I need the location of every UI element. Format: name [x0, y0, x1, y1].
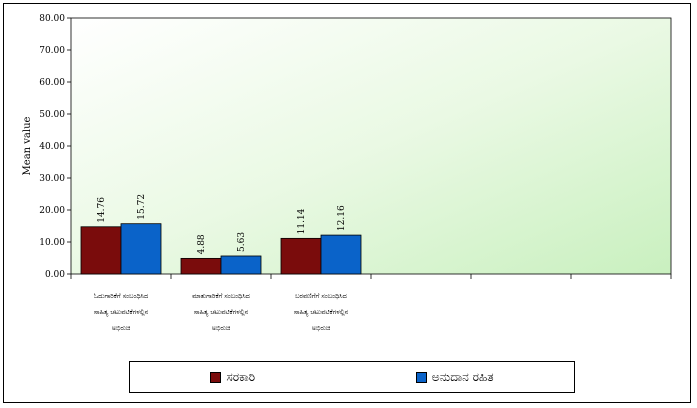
legend-label-unaided: ಅನುದಾನ ರಹಿತ — [431, 369, 494, 384]
category-label-2-line-0: ಬರವಣಿಗೆಗೆ ಸಂಬಂಧಿಸಿದ — [295, 292, 347, 300]
chart-svg: 0.00 10.00 20.00 30.00 40.00 50.00 60.00 70.00 8… — [22, 14, 672, 332]
category-label-1-line-1: ಸಾಹಿತ್ಯ ಚಟುವಟಿಕೆಗಳಲ್ಲಿನ — [194, 308, 249, 317]
category-label-2-line-1: ಸಾಹಿತ್ಯ ಚಟುವಟಿಕೆಗಳಲ್ಲಿನ — [294, 308, 349, 317]
data-label-series-0-cat-1: 4.88 — [197, 234, 207, 254]
y-tick-label: 60.00 — [39, 78, 65, 88]
category-label-0-line-1: ಸಾಹಿತ್ಯ ಚಟುವಟಿಕೆಗಳಲ್ಲಿನ — [94, 308, 149, 317]
y-tick-label: 80.00 — [39, 14, 65, 24]
bar-series-1-cat-1 — [220, 255, 262, 275]
data-label-series-0-cat-0: 14.76 — [97, 197, 107, 223]
category-label-0-line-0: ಓದುಗಾರಿಕೆಗೆ ಸಂಬಂಧಿಸಿದ — [94, 292, 148, 300]
y-axis: 0.00 10.00 20.00 30.00 40.00 50.00 60.00 70.00 8… — [39, 14, 71, 280]
data-label-series-1-cat-1: 5.63 — [237, 232, 247, 252]
legend-label-government: ಸರಕಾರಿ — [226, 369, 256, 384]
y-tick-label: 20.00 — [39, 206, 65, 216]
legend-swatch-government — [210, 371, 222, 383]
legend-item-unaided: ಅನುದಾನ ರಹಿತ — [415, 369, 494, 385]
data-label-series-1-cat-0: 15.72 — [137, 194, 147, 220]
bar-series-0-cat-1 — [180, 257, 222, 275]
category-labels: ಓದುಗಾರಿಕೆಗೆ ಸಂಬಂಧಿಸಿದ ಸಾಹಿತ್ಯ ಚಟುವಟಿಕೆಗಳಲ… — [94, 292, 349, 332]
y-tick-label: 10.00 — [39, 238, 65, 248]
y-axis-title: Mean value — [22, 116, 33, 175]
data-labels: 14.76 4.88 11.14 15.72 5.63 12.16 — [97, 194, 347, 254]
bar-series-0-cat-2 — [280, 237, 322, 275]
category-label-0-line-2: ಅಭಿರುಚಿ — [112, 324, 131, 332]
y-tick-label: 40.00 — [39, 142, 65, 152]
bars — [80, 223, 362, 275]
y-tick-label: 0.00 — [45, 270, 65, 280]
bar-series-0-cat-0 — [80, 226, 122, 275]
y-tick-label: 70.00 — [39, 46, 65, 56]
legend-swatch-unaided — [415, 371, 427, 383]
bar-series-1-cat-0 — [120, 223, 162, 275]
y-tick-label: 30.00 — [39, 174, 65, 184]
legend: ಸರಕಾರಿ ಅನುದಾನ ರಹಿತ — [129, 361, 575, 393]
chart-frame: 0.00 10.00 20.00 30.00 40.00 50.00 60.00 70.00 8… — [3, 3, 691, 403]
data-label-series-0-cat-2: 11.14 — [297, 208, 307, 234]
plot-area — [70, 17, 672, 275]
category-label-2-line-2: ಅಭಿರುಚಿ — [312, 324, 331, 332]
category-label-1-line-2: ಅಭಿರುಚಿ — [212, 324, 231, 332]
y-tick-label: 50.00 — [39, 110, 65, 120]
data-label-series-1-cat-2: 12.16 — [337, 205, 347, 231]
x-axis — [70, 274, 672, 279]
legend-item-government: ಸರಕಾರಿ — [210, 370, 255, 385]
bar-series-1-cat-2 — [320, 234, 362, 275]
category-label-1-line-0: ಮಾತುಗಾರಿಕೆಗೆ ಸಂಬಂಧಿಸಿದ — [192, 292, 250, 300]
